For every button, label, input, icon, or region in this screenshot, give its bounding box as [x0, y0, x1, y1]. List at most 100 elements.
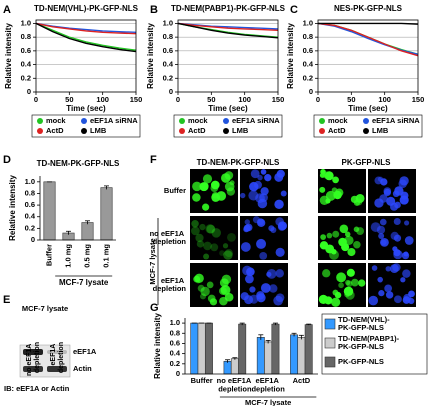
error-bar — [272, 322, 278, 326]
cell-nucleus — [195, 278, 201, 284]
x-tick-label: 0 — [316, 95, 320, 104]
cell-nucleus — [216, 191, 227, 201]
cell-nucleus — [378, 290, 385, 297]
cell-nucleus — [394, 295, 402, 304]
x-axis-label: Time (sec) — [348, 104, 388, 113]
legend-marker — [363, 118, 369, 124]
panel-letter: B — [150, 4, 158, 16]
cell-nucleus — [326, 232, 333, 239]
y-tick-label: 0 — [27, 87, 31, 96]
y-tick-label: 1.0 — [25, 177, 35, 186]
error-bar — [85, 220, 90, 225]
cell-nucleus — [211, 228, 221, 238]
x-tick-label: 150 — [130, 95, 143, 104]
cell-nucleus — [240, 192, 246, 199]
cell-nucleus — [404, 220, 410, 226]
y-tick-label: 0.8 — [163, 32, 173, 41]
blot-caption: IB: eEF1A or Actin — [4, 384, 70, 393]
y-tick-label: 0.6 — [21, 46, 31, 55]
bar — [197, 322, 206, 375]
cell-nucleus — [394, 201, 401, 209]
y-axis-label: Relative intensity — [286, 23, 295, 89]
series-line — [177, 22, 279, 39]
x-tick-label: 0 — [176, 95, 180, 104]
column-header: TD-NEM-PK-GFP-NLS — [197, 158, 280, 167]
cell-nucleus — [356, 227, 365, 235]
legend-label: mock — [188, 116, 208, 125]
cell-nucleus — [385, 291, 394, 299]
cell-nucleus — [240, 242, 251, 252]
bar — [264, 341, 273, 375]
x-tick-label: Buffer — [44, 244, 53, 266]
legend-marker — [319, 118, 325, 124]
x-tick-label: 0.5 mg — [82, 244, 91, 268]
plot-area — [318, 20, 418, 92]
cell-nucleus — [336, 272, 347, 283]
panel-letter: C — [290, 4, 298, 16]
cell-nucleus — [371, 265, 378, 271]
legend-marker — [223, 118, 229, 124]
legend-marker — [179, 128, 185, 134]
cell-nucleus — [266, 271, 272, 277]
error-bar — [239, 322, 245, 326]
cell-nucleus — [385, 266, 391, 272]
cell-nucleus — [320, 169, 326, 175]
cell-nucleus — [402, 269, 411, 278]
y-tick-label: 0.4 — [163, 60, 174, 69]
chart-title: TD-NEM(VHL)-PK-GFP-NLS — [34, 4, 139, 13]
y-tick-label: 0.4 — [21, 60, 32, 69]
group-label: MCF-7 lysate — [148, 238, 157, 284]
series-line — [35, 22, 137, 35]
cell-nucleus — [393, 249, 401, 257]
blot-band — [23, 349, 43, 355]
cell-nucleus — [344, 231, 351, 238]
y-tick-label: 0 — [309, 87, 313, 96]
row-label: eEF1A depletion — [153, 276, 187, 293]
bar — [223, 360, 232, 375]
bar — [204, 322, 213, 375]
error-bar — [232, 357, 238, 360]
legend-label: ActD — [328, 126, 346, 135]
chart-title: NES-PK-GFP-NLS — [334, 4, 403, 13]
legend-marker — [179, 118, 185, 124]
cell-nucleus — [219, 296, 228, 306]
x-tick-label: 0.1 mg — [101, 244, 110, 268]
cell-nucleus — [219, 250, 225, 256]
cell-nucleus — [248, 190, 259, 201]
panel-letter: E — [3, 294, 10, 306]
bar — [190, 322, 199, 375]
x-tick-label: 50 — [65, 95, 73, 104]
cell-nucleus — [196, 240, 205, 248]
y-tick-label: 0.2 — [25, 223, 35, 232]
error-bar — [258, 334, 264, 340]
cell-nucleus — [400, 277, 406, 283]
bar — [81, 222, 94, 241]
legend-label: LMB — [372, 126, 389, 135]
legend-label: ActD — [46, 126, 64, 135]
bar — [297, 337, 306, 375]
cell-nucleus — [197, 284, 205, 292]
cell-nucleus — [264, 174, 272, 182]
cell-nucleus — [325, 198, 331, 204]
cell-nucleus — [353, 241, 361, 249]
y-tick-label: 1.0 — [170, 318, 180, 327]
blot-title: MCF-7 lysate — [22, 304, 68, 313]
legend-box — [173, 114, 283, 138]
cell-nucleus — [404, 236, 414, 245]
cell-nucleus — [249, 181, 259, 192]
cell-nucleus — [274, 199, 284, 210]
cell-nucleus — [275, 269, 284, 278]
cell-nucleus — [226, 187, 235, 196]
cell-nucleus — [389, 264, 399, 273]
cell-nucleus — [211, 191, 219, 199]
cell-nucleus — [194, 273, 204, 284]
cell-nucleus — [273, 295, 284, 306]
legend-label: TD-NEM(VHL)-PK-GFP-NLS — [338, 315, 390, 332]
cell-nucleus — [319, 186, 326, 193]
cell-nucleus — [223, 250, 233, 260]
panel-letter: A — [3, 4, 11, 16]
cell-nucleus — [260, 187, 269, 196]
cell-nucleus — [220, 284, 231, 295]
cell-nucleus — [224, 171, 234, 180]
